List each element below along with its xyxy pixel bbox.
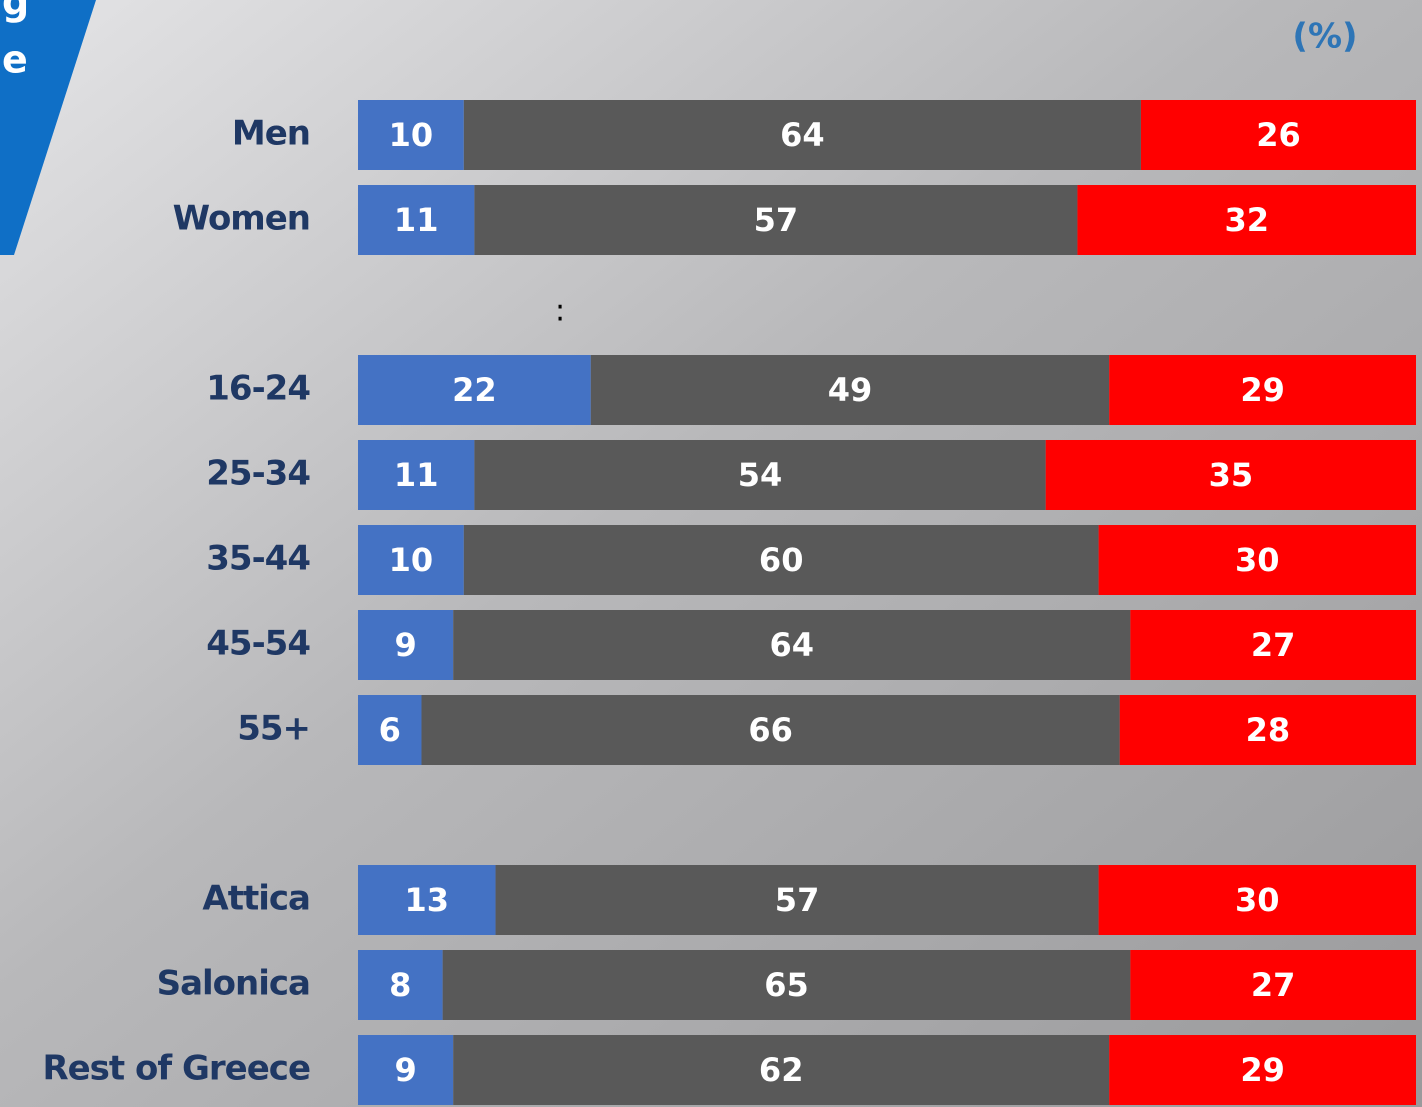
bar-segment: [1140, 100, 1416, 170]
value-label: 22: [452, 371, 497, 409]
value-label: 9: [394, 626, 416, 664]
bar-segment: [358, 355, 591, 425]
value-label: 10: [389, 541, 434, 579]
category-label: Men: [232, 114, 310, 154]
bar-segment: [358, 865, 496, 935]
bar-segment: [1119, 695, 1416, 765]
value-label: 64: [780, 116, 825, 154]
value-label: 57: [775, 881, 820, 919]
bar-segment: [358, 950, 443, 1020]
bar-segment: [474, 440, 1046, 510]
bar-segment: [453, 610, 1131, 680]
value-label: 6: [379, 711, 401, 749]
value-label: 49: [828, 371, 873, 409]
bar-segment: [358, 1035, 454, 1105]
value-label: 66: [748, 711, 793, 749]
value-label: 26: [1256, 116, 1301, 154]
bar-segment: [1130, 610, 1416, 680]
value-label: 65: [764, 966, 809, 1004]
value-label: 35: [1209, 456, 1254, 494]
bar-segment: [358, 440, 475, 510]
bar-segment: [495, 865, 1099, 935]
bar-segment: [1098, 865, 1416, 935]
value-label: 64: [770, 626, 815, 664]
value-label: 30: [1235, 541, 1280, 579]
category-label: 35-44: [206, 539, 310, 579]
annotation: :: [555, 294, 565, 329]
value-label: 54: [738, 456, 783, 494]
bar-segment: [463, 525, 1099, 595]
value-label: 57: [754, 201, 799, 239]
bar-segment: [358, 695, 422, 765]
value-label: 32: [1224, 201, 1269, 239]
category-label: 55+: [237, 709, 310, 749]
bar-segment: [1098, 525, 1416, 595]
value-label: 27: [1251, 626, 1296, 664]
value-label: 28: [1246, 711, 1291, 749]
banner: [0, 0, 96, 255]
bar-segment: [442, 950, 1131, 1020]
unit-label: (%): [1292, 17, 1357, 57]
category-label: 16-24: [206, 369, 310, 409]
value-label: 9: [394, 1051, 416, 1089]
banner-text: e: [2, 38, 28, 82]
bar-segment: [590, 355, 1110, 425]
category-label: Salonica: [157, 964, 310, 1004]
value-label: 27: [1251, 966, 1296, 1004]
bar-segment: [358, 525, 464, 595]
bar-segment: [358, 100, 464, 170]
bar-segment: [453, 1035, 1110, 1105]
category-label: 45-54: [206, 624, 310, 664]
category-label: Women: [173, 199, 310, 239]
bar-segment: [1109, 355, 1416, 425]
bar-segment: [1130, 950, 1416, 1020]
value-label: 29: [1240, 1051, 1285, 1089]
value-label: 62: [759, 1051, 804, 1089]
bar-segment: [1045, 440, 1416, 510]
value-label: 30: [1235, 881, 1280, 919]
category-label: 25-34: [206, 454, 310, 494]
category-label: Attica: [202, 879, 310, 919]
value-label: 60: [759, 541, 804, 579]
value-label: 29: [1240, 371, 1285, 409]
value-label: 10: [389, 116, 434, 154]
bar-segment: [474, 185, 1078, 255]
value-label: 11: [394, 456, 439, 494]
value-label: 11: [394, 201, 439, 239]
bar-segment: [358, 610, 454, 680]
bar-segment: [421, 695, 1120, 765]
value-label: 13: [405, 881, 450, 919]
category-label: Rest of Greece: [42, 1049, 310, 1089]
bar-segment: [463, 100, 1141, 170]
banner-text: g: [2, 0, 29, 24]
value-label: 8: [389, 966, 411, 1004]
bar-segment: [358, 185, 475, 255]
bar-segment: [1077, 185, 1416, 255]
bar-segment: [1109, 1035, 1416, 1105]
